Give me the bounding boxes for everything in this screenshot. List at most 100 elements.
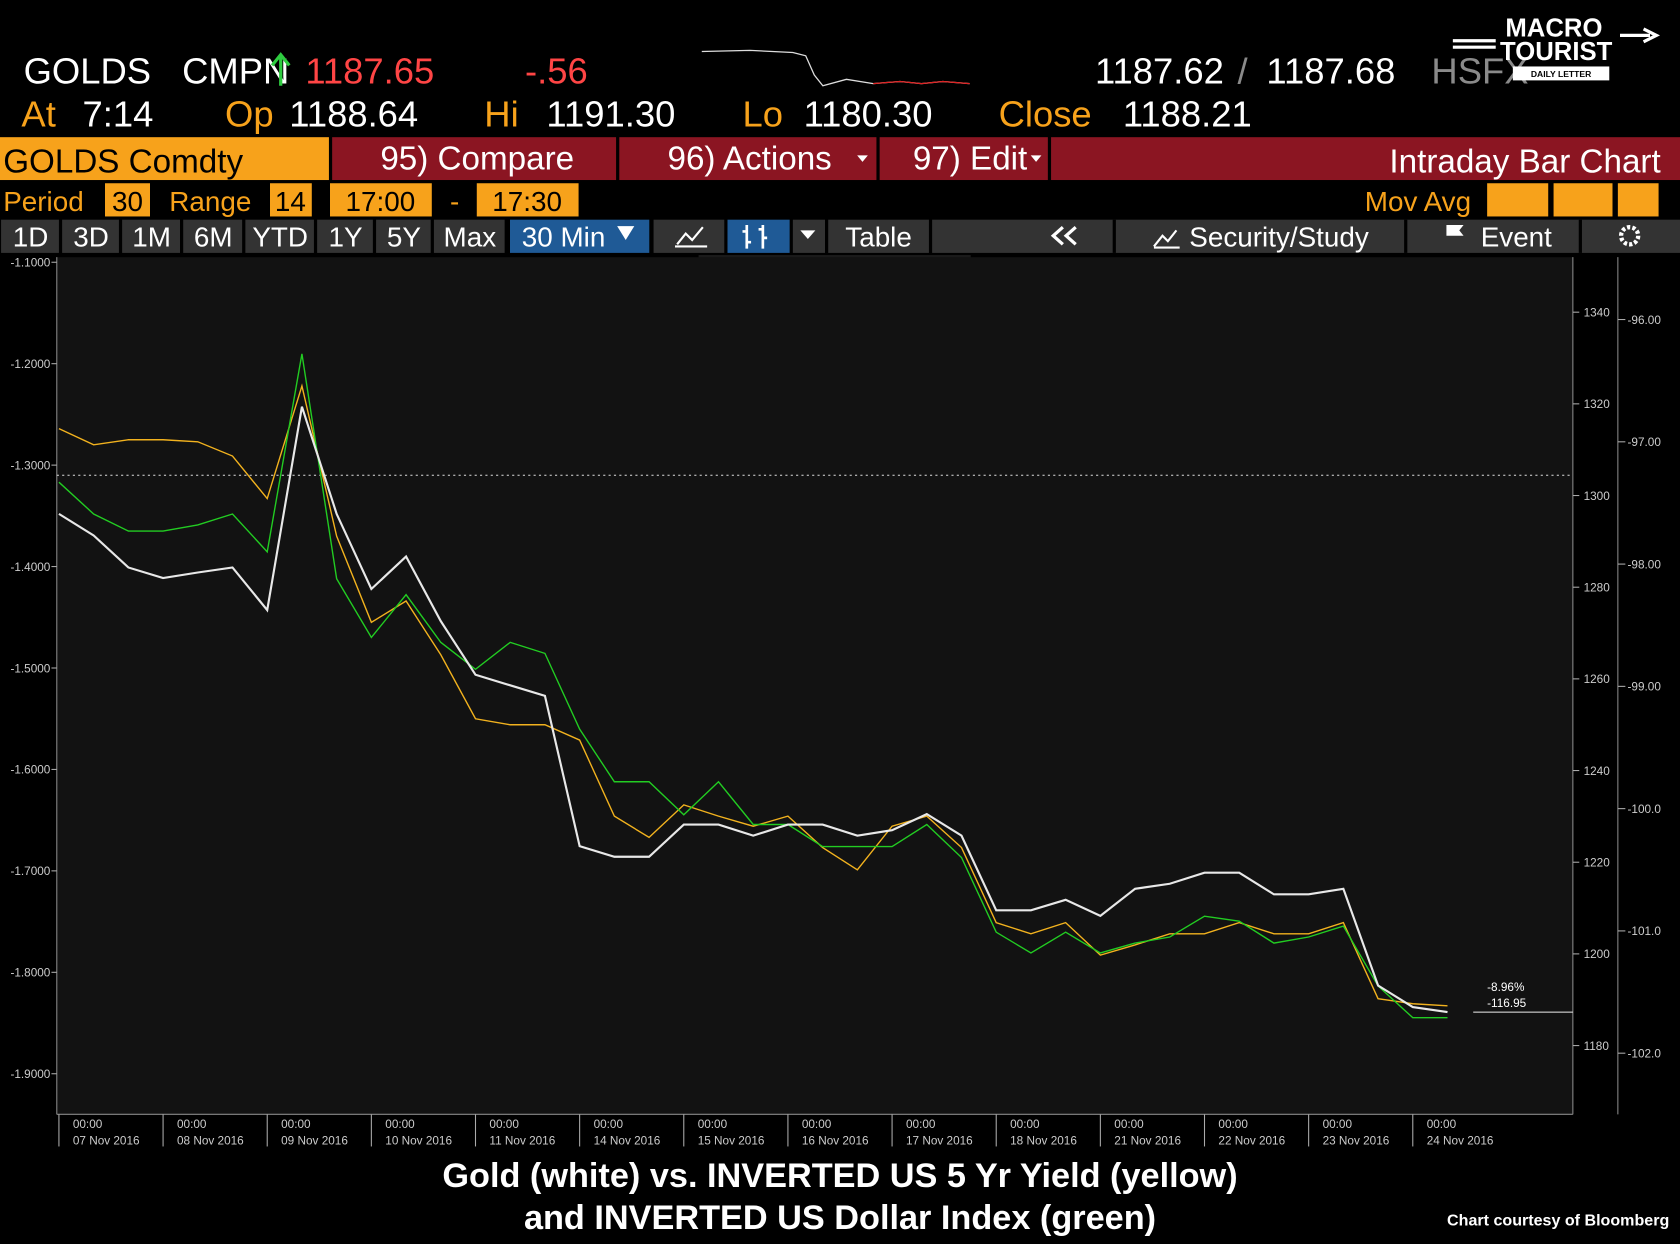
series-line bbox=[58, 406, 1448, 1014]
high-label: Hi bbox=[484, 93, 518, 134]
settings-icon[interactable] bbox=[1618, 225, 1641, 247]
actions-button[interactable] bbox=[619, 137, 877, 181]
x-tick-time: 00:00 bbox=[385, 1118, 415, 1131]
range-button-label[interactable]: YTD bbox=[252, 221, 308, 252]
y3-tick-label: -102.0 bbox=[1628, 1047, 1662, 1060]
range-label: Range bbox=[169, 186, 251, 217]
range-button-label[interactable]: 1D bbox=[13, 221, 49, 252]
range-button[interactable] bbox=[1, 219, 59, 253]
logo-text: TOURIST bbox=[1500, 38, 1613, 66]
range-button[interactable] bbox=[376, 219, 431, 253]
y3-tick-label: -96.00 bbox=[1628, 314, 1662, 327]
x-tick-label: 08 Nov 2016 bbox=[177, 1134, 244, 1147]
y2-tick-label: 1240 bbox=[1584, 765, 1611, 778]
range-button-label[interactable]: 5Y bbox=[387, 221, 421, 252]
x-tick-label: 15 Nov 2016 bbox=[698, 1134, 765, 1147]
table[interactable]: Table bbox=[845, 221, 912, 252]
range-button[interactable] bbox=[183, 219, 243, 253]
period[interactable]: 30 bbox=[112, 186, 143, 217]
y2-tick-label: 1320 bbox=[1584, 398, 1611, 411]
dropdown-icon bbox=[617, 226, 635, 241]
bid: 1187.62 bbox=[1095, 51, 1224, 92]
range-button[interactable] bbox=[317, 219, 373, 253]
range-separator: - bbox=[450, 186, 459, 217]
time-label: At bbox=[21, 93, 55, 134]
sparkline-down bbox=[873, 80, 970, 85]
y-tick-label: -1.6000 bbox=[10, 764, 50, 777]
range-button[interactable] bbox=[245, 219, 314, 253]
range-button-label[interactable]: 6M bbox=[194, 221, 233, 252]
security[interactable]: GOLDS Comdty bbox=[3, 144, 243, 181]
range-button[interactable] bbox=[62, 219, 119, 253]
ticker: GOLDS bbox=[24, 51, 151, 92]
range-button-label[interactable]: 1Y bbox=[329, 221, 363, 252]
low-label: Lo bbox=[743, 93, 784, 134]
bar-mode-button[interactable] bbox=[727, 219, 790, 253]
security-box[interactable] bbox=[0, 137, 329, 181]
range[interactable]: 14 bbox=[275, 186, 306, 217]
low: 1180.30 bbox=[804, 93, 933, 134]
plot-area bbox=[56, 257, 1573, 1115]
edit-button[interactable] bbox=[879, 137, 1048, 181]
feed: HSFX bbox=[1431, 51, 1528, 92]
annotation: -8.96% bbox=[1487, 981, 1525, 994]
change: -.56 bbox=[525, 51, 588, 92]
right-margin bbox=[1617, 257, 1680, 1115]
range-box[interactable] bbox=[270, 183, 312, 217]
event-icon bbox=[1446, 225, 1464, 247]
range-button[interactable] bbox=[433, 219, 505, 253]
start-box[interactable] bbox=[330, 183, 432, 217]
interval[interactable]: 30 Min bbox=[522, 221, 606, 252]
table-button[interactable] bbox=[828, 219, 929, 253]
x-tick-label: 21 Nov 2016 bbox=[1114, 1134, 1181, 1147]
open: 1188.64 bbox=[289, 93, 418, 134]
collapse-icon[interactable] bbox=[1050, 225, 1077, 246]
x-tick-label: 23 Nov 2016 bbox=[1323, 1134, 1390, 1147]
y3-tick-label: -98.00 bbox=[1628, 558, 1662, 571]
x-tick-time: 00:00 bbox=[177, 1118, 207, 1131]
x-tick-time: 00:00 bbox=[1323, 1118, 1353, 1131]
range-button-label[interactable]: Max bbox=[444, 221, 497, 252]
range-button[interactable] bbox=[122, 219, 180, 253]
y2-tick-label: 1220 bbox=[1584, 857, 1611, 870]
period-box[interactable] bbox=[105, 183, 150, 217]
mov-avg-box[interactable] bbox=[1553, 183, 1613, 217]
price: 1187.65 bbox=[305, 51, 434, 92]
x-tick-label: 09 Nov 2016 bbox=[281, 1134, 348, 1147]
end-box[interactable] bbox=[476, 183, 579, 217]
mov-avg-box[interactable] bbox=[1617, 183, 1659, 217]
y-tick-label: -1.2000 bbox=[10, 358, 50, 371]
time: 7:14 bbox=[83, 93, 154, 134]
y-tick-label: -1.8000 bbox=[10, 967, 50, 980]
dropdown-icon bbox=[800, 230, 816, 239]
security-study[interactable]: Security/Study bbox=[1189, 221, 1369, 252]
range-button-label[interactable]: 3D bbox=[73, 221, 109, 252]
open-label: Op bbox=[225, 93, 274, 134]
event[interactable]: Event bbox=[1481, 221, 1552, 252]
actions[interactable]: 96) Actions bbox=[668, 140, 832, 177]
x-tick-time: 00:00 bbox=[73, 1118, 103, 1131]
logo-text: DAILY LETTER bbox=[1531, 69, 1592, 79]
x-tick-time: 00:00 bbox=[594, 1118, 624, 1131]
y-tick-label: -1.1000 bbox=[10, 257, 50, 270]
edit[interactable]: 97) Edit bbox=[913, 140, 1027, 177]
source: CMPN bbox=[182, 51, 289, 92]
plot: -1.1000 -1.2000 -1.3000 -1.4000 -1.5000 -1.60… bbox=[10, 257, 1661, 1148]
view-title-bar bbox=[1051, 137, 1680, 181]
range-button-label[interactable]: 1M bbox=[132, 221, 171, 252]
x-tick-time: 00:00 bbox=[281, 1118, 311, 1131]
chart-title: and INVERTED US Dollar Index (green) bbox=[524, 1199, 1156, 1237]
compare-button[interactable] bbox=[332, 137, 617, 181]
period-label: Period bbox=[3, 186, 84, 217]
mov-avg-box[interactable] bbox=[1487, 183, 1549, 217]
compare[interactable]: 95) Compare bbox=[380, 140, 574, 177]
y2-tick-label: 1260 bbox=[1584, 673, 1611, 686]
mov-avg-label: Mov Avg bbox=[1365, 186, 1471, 217]
y2-tick-label: 1180 bbox=[1584, 1040, 1610, 1053]
end-time[interactable]: 17:30 bbox=[492, 186, 562, 217]
x-tick-time: 00:00 bbox=[802, 1118, 832, 1131]
study-icon bbox=[1153, 229, 1180, 249]
annotation: -116.95 bbox=[1487, 997, 1526, 1010]
start-time[interactable]: 17:00 bbox=[346, 186, 416, 217]
